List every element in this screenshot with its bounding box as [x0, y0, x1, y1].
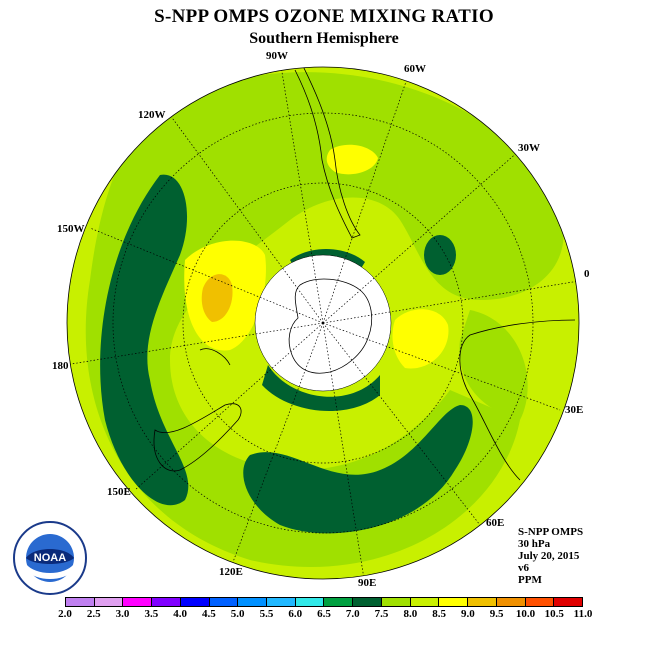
lon-label-60e: 60E	[486, 517, 505, 529]
colorbar-segment	[353, 598, 382, 606]
colorbar-tick-label: 8.5	[432, 608, 446, 620]
colorbar-tick-label: 10.0	[515, 608, 536, 620]
lon-label-150e: 150E	[107, 486, 131, 498]
colorbar-tick-label: 10.5	[544, 608, 564, 620]
colorbar-tick-label: 8.0	[403, 608, 418, 620]
colorbar-tick-label: 7.5	[374, 608, 389, 620]
colorbar-segment	[238, 598, 268, 606]
new-zealand-coastline	[199, 348, 231, 366]
colorbar-tick-label: 11.0	[573, 608, 593, 620]
lon-label-90e: 90E	[358, 577, 377, 589]
colorbar-segment	[66, 598, 95, 606]
ozone-contour-9.0	[201, 274, 233, 322]
colorbar-tick-label: 5.0	[230, 608, 245, 620]
info-units: PPM	[518, 574, 542, 586]
colorbar-tick-label: 9.5	[489, 608, 504, 620]
info-instrument: S-NPP OMPS	[518, 526, 584, 538]
colorbar-tick-label: 2.0	[58, 608, 72, 620]
ozone-contour-7.0-east	[424, 235, 456, 275]
colorbar-tick-label: 4.5	[202, 608, 216, 620]
colorbar-tick-label: 5.5	[259, 608, 274, 620]
lon-label-0: 0	[584, 268, 590, 280]
colorbar-segment	[525, 598, 555, 606]
logo-text: NOAA	[34, 552, 66, 564]
ozone-contour-7.0-west	[100, 174, 189, 506]
colorbar-segment	[123, 598, 153, 606]
noaa-logo: NOAA	[13, 521, 87, 595]
map-boundary	[66, 66, 580, 580]
lon-label-180: 180	[52, 360, 69, 372]
ozone-contour-8.5-north	[326, 144, 378, 175]
lon-label-30w: 30W	[518, 142, 540, 154]
lon-label-150w: 150W	[57, 223, 85, 235]
colorbar-segment	[381, 598, 411, 606]
map-title: S-NPP OMPS OZONE MIXING RATIO	[154, 6, 494, 27]
colorbar-segment	[209, 598, 239, 606]
colorbar-segment	[410, 598, 440, 606]
graticule	[67, 67, 579, 579]
south-america-coastline	[294, 67, 361, 239]
colorbar-segment	[554, 598, 582, 606]
lon-label-120e: 120E	[219, 566, 243, 578]
colorbar-tick-label: 3.0	[115, 608, 130, 620]
colorbar-segment	[496, 598, 526, 606]
colorbar-tick-label: 9.0	[461, 608, 475, 620]
colorbar-segment	[267, 598, 296, 606]
africa-coastline	[459, 319, 576, 481]
lon-label-120w: 120W	[138, 109, 166, 121]
colorbar-segment	[468, 598, 497, 606]
colorbar-segment	[152, 598, 181, 606]
australia-coastline	[153, 403, 242, 472]
ozone-contour-7.0-south	[243, 405, 473, 534]
colorbar-tick-label: 3.5	[144, 608, 159, 620]
ozone-contour-7.5-east	[459, 310, 528, 420]
colorbar-segment	[439, 598, 469, 606]
colorbar-segment	[295, 598, 325, 606]
lon-label-30e: 30E	[565, 404, 584, 416]
colorbar-tick-label: 4.0	[173, 608, 187, 620]
colorbar-segment	[94, 598, 124, 606]
colorbar	[65, 597, 583, 607]
lon-label-60w: 60W	[404, 63, 426, 75]
colorbar-segment	[324, 598, 354, 606]
info-date: July 20, 2015	[518, 550, 580, 562]
info-version: v6	[518, 562, 529, 574]
colorbar-tick-label: 6.5	[317, 608, 331, 620]
lon-label-90w: 90W	[266, 50, 288, 62]
info-level: 30 hPa	[518, 538, 551, 550]
map-subtitle: Southern Hemisphere	[249, 30, 399, 47]
antarctica-coastline	[288, 278, 373, 374]
colorbar-tick-label: 6.0	[288, 608, 303, 620]
colorbar-tick-label: 7.0	[345, 608, 360, 620]
colorbar-segment	[180, 598, 210, 606]
colorbar-tick-label: 2.5	[86, 608, 101, 620]
